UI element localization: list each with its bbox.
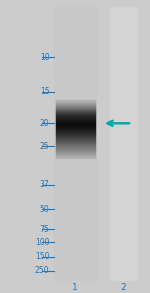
Bar (56, 129, 94, 130)
Bar (56, 140, 94, 141)
Bar (56, 103, 94, 104)
Text: 75: 75 (40, 225, 50, 234)
Bar (56, 117, 94, 118)
Bar (56, 104, 94, 105)
Text: 10: 10 (40, 53, 50, 62)
Bar (56, 110, 94, 111)
Bar (56, 115, 94, 116)
Bar (56, 155, 94, 156)
Bar (56, 121, 94, 122)
Text: 15: 15 (40, 87, 50, 96)
Bar (56, 106, 94, 107)
Bar (56, 126, 94, 127)
Bar (56, 150, 94, 151)
Bar (56, 107, 94, 108)
Bar (56, 133, 94, 134)
Text: 1: 1 (72, 283, 78, 292)
Bar (56, 138, 94, 139)
Bar (56, 154, 94, 155)
Bar (56, 148, 94, 149)
Bar (56, 105, 94, 106)
Bar (56, 157, 94, 158)
Bar (54, 7, 96, 280)
Text: 100: 100 (35, 238, 50, 247)
Bar (56, 102, 94, 103)
Text: 250: 250 (35, 266, 50, 275)
Bar (56, 145, 94, 146)
Text: 2: 2 (120, 283, 126, 292)
Bar (56, 123, 94, 124)
Bar (56, 111, 94, 112)
Bar (56, 128, 94, 129)
Bar (56, 108, 94, 109)
Bar (56, 153, 94, 154)
Bar (56, 136, 94, 137)
Bar (56, 131, 94, 132)
Bar (56, 141, 94, 142)
Text: 150: 150 (35, 252, 50, 261)
Bar (56, 113, 94, 114)
Bar (56, 151, 94, 152)
Bar (56, 135, 94, 136)
Bar (56, 147, 94, 148)
Text: 37: 37 (40, 180, 50, 190)
Bar (56, 120, 94, 121)
Bar (56, 152, 94, 153)
Bar (56, 139, 94, 140)
Bar (56, 124, 94, 125)
Bar (56, 114, 94, 115)
Bar (56, 132, 94, 133)
Bar (56, 134, 94, 135)
Bar (56, 100, 94, 101)
Bar (56, 127, 94, 128)
Bar (56, 142, 94, 143)
Bar (56, 112, 94, 113)
Bar (56, 116, 94, 117)
Bar (56, 125, 94, 126)
Bar (56, 109, 94, 110)
Bar (56, 118, 94, 119)
Bar (56, 119, 94, 120)
Bar (56, 143, 94, 144)
Bar (56, 156, 94, 157)
Bar (56, 130, 94, 131)
Bar (56, 122, 94, 123)
Text: 50: 50 (40, 205, 50, 214)
Bar (110, 7, 136, 280)
Text: 20: 20 (40, 119, 50, 128)
Bar (56, 101, 94, 102)
Bar (56, 146, 94, 147)
Bar (56, 149, 94, 150)
Bar (56, 144, 94, 145)
Text: 25: 25 (40, 142, 50, 151)
Bar (56, 137, 94, 138)
